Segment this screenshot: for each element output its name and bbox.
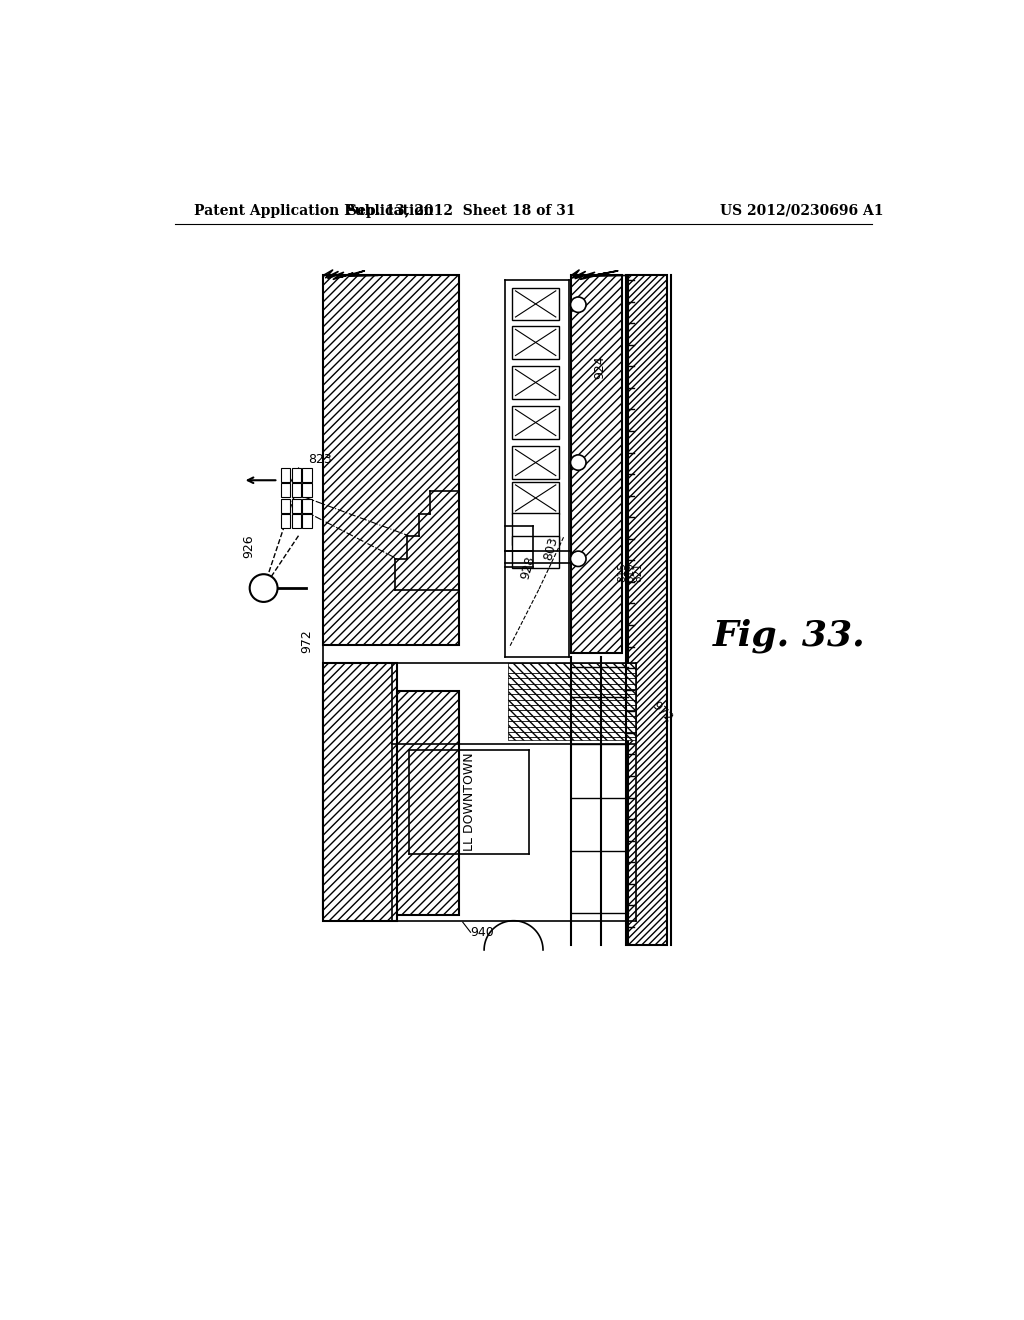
Bar xyxy=(512,536,559,568)
Bar xyxy=(281,515,290,528)
Text: 940: 940 xyxy=(471,927,495,939)
Bar xyxy=(512,407,559,438)
Bar xyxy=(302,515,311,528)
Text: 926: 926 xyxy=(243,535,256,558)
Text: 823: 823 xyxy=(308,453,332,466)
Bar xyxy=(512,512,559,545)
Bar xyxy=(324,692,459,915)
Text: 928: 928 xyxy=(518,554,538,581)
Bar xyxy=(292,469,301,482)
Circle shape xyxy=(570,552,586,566)
Text: 803: 803 xyxy=(541,536,560,562)
Text: 819: 819 xyxy=(625,562,635,582)
Circle shape xyxy=(570,455,586,470)
Bar xyxy=(324,276,459,645)
Bar xyxy=(292,515,301,528)
Text: Fig. 33.: Fig. 33. xyxy=(713,619,866,653)
Bar xyxy=(512,482,559,515)
Bar xyxy=(324,663,397,921)
Circle shape xyxy=(250,574,278,602)
Bar xyxy=(302,483,311,498)
Text: 815: 815 xyxy=(617,562,627,582)
Bar xyxy=(292,483,301,498)
Bar xyxy=(628,276,667,945)
Bar xyxy=(292,499,301,512)
Text: US 2012/0230696 A1: US 2012/0230696 A1 xyxy=(721,203,884,218)
Bar xyxy=(281,499,290,512)
Bar xyxy=(512,367,559,399)
Text: 924: 924 xyxy=(593,355,606,379)
Text: 972: 972 xyxy=(649,700,676,725)
Text: 821: 821 xyxy=(633,562,643,582)
Bar xyxy=(512,326,559,359)
Bar xyxy=(281,483,290,498)
Bar xyxy=(571,276,622,653)
Circle shape xyxy=(570,297,586,313)
Bar xyxy=(512,446,559,479)
Bar xyxy=(281,469,290,482)
Text: Sep. 13, 2012  Sheet 18 of 31: Sep. 13, 2012 Sheet 18 of 31 xyxy=(347,203,575,218)
Bar xyxy=(512,288,559,321)
Bar xyxy=(508,663,636,739)
Text: 972: 972 xyxy=(300,628,313,652)
Text: Patent Application Publication: Patent Application Publication xyxy=(194,203,433,218)
Bar xyxy=(302,469,311,482)
Text: LL DOWNTOWN: LL DOWNTOWN xyxy=(463,752,476,851)
Bar xyxy=(302,499,311,512)
